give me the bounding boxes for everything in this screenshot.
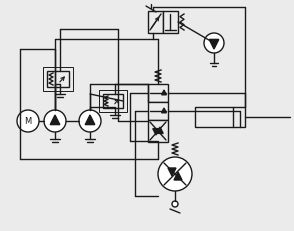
Circle shape [158, 157, 192, 191]
Polygon shape [209, 40, 219, 50]
Circle shape [204, 34, 224, 54]
Bar [47, 72, 69, 88]
Bar [195, 108, 245, 128]
Polygon shape [153, 129, 159, 135]
Polygon shape [85, 116, 95, 125]
Polygon shape [162, 91, 166, 95]
Text: M: M [24, 117, 32, 126]
Circle shape [17, 110, 39, 132]
Circle shape [44, 110, 66, 132]
Bar [103, 94, 123, 109]
Polygon shape [50, 116, 60, 125]
Bar [148, 121, 168, 142]
Polygon shape [168, 168, 176, 176]
Bar [99, 91, 127, 112]
Bar [163, 12, 178, 34]
Bar [148, 85, 168, 103]
Bar [148, 103, 168, 121]
Circle shape [172, 201, 178, 207]
Polygon shape [157, 128, 163, 134]
Bar [148, 12, 163, 34]
Circle shape [79, 110, 101, 132]
Bar [43, 68, 73, 92]
Polygon shape [174, 172, 182, 180]
Polygon shape [162, 109, 166, 113]
